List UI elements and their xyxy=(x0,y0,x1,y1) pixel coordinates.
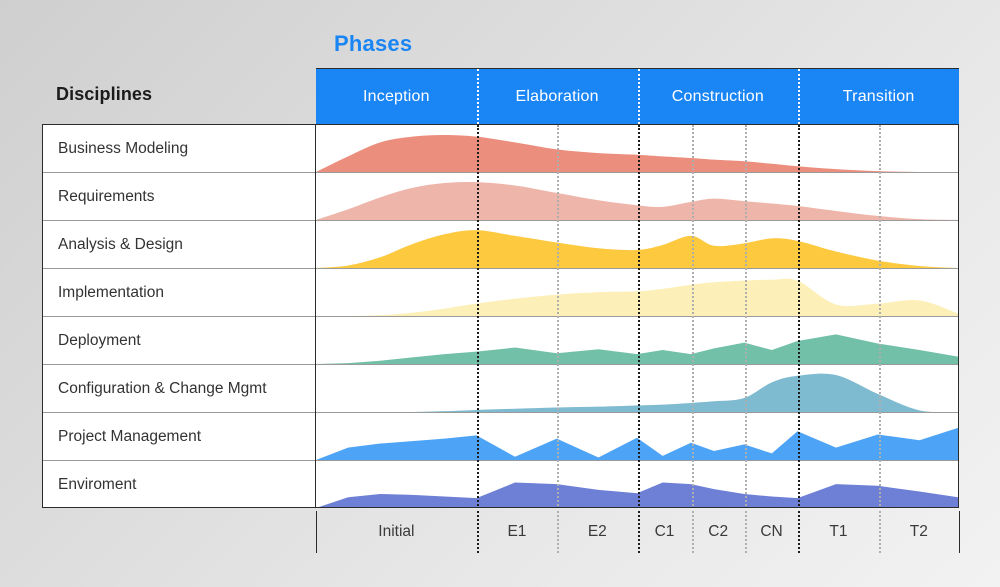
area-curve-business-modeling xyxy=(316,134,958,172)
phase-label: Transition xyxy=(842,87,915,105)
curve-row-enviroment xyxy=(316,461,958,507)
area-path xyxy=(316,278,958,316)
axis-iteration-tick xyxy=(744,511,747,553)
phase-label: Construction xyxy=(671,87,764,105)
axis-iteration-tick xyxy=(878,511,881,553)
iteration-label-e2[interactable]: E2 xyxy=(557,509,637,555)
area-curve-deployment xyxy=(316,334,958,364)
discipline-label-column: Business Modeling Requirements Analysis … xyxy=(42,124,316,508)
area-path xyxy=(316,181,958,220)
iteration-label: T1 xyxy=(829,523,848,540)
iteration-label: C2 xyxy=(708,523,729,540)
discipline-row-business-modeling[interactable]: Business Modeling xyxy=(43,125,315,173)
discipline-label: Enviroment xyxy=(58,476,137,493)
iteration-label-t2[interactable]: T2 xyxy=(879,509,959,555)
area-path xyxy=(316,230,958,268)
curve-row-analysis-design xyxy=(316,221,958,269)
area-curve-project-management xyxy=(316,427,958,460)
phase-cell-transition[interactable]: Transition xyxy=(798,69,959,124)
disciplines-title: Disciplines xyxy=(56,84,153,104)
discipline-row-requirements[interactable]: Requirements xyxy=(43,173,315,221)
iteration-label-e1[interactable]: E1 xyxy=(477,509,557,555)
iteration-label: C1 xyxy=(654,523,675,540)
area-path xyxy=(316,134,958,172)
discipline-row-project-management[interactable]: Project Management xyxy=(43,413,315,461)
discipline-row-configuration-change-mgmt[interactable]: Configuration & Change Mgmt xyxy=(43,365,315,413)
axis-edge-line xyxy=(316,511,317,553)
curves-container xyxy=(316,124,959,508)
curve-row-configuration-change-mgmt xyxy=(316,365,958,413)
axis-phase-tick xyxy=(637,511,640,553)
discipline-row-implementation[interactable]: Implementation xyxy=(43,269,315,317)
area-curve-analysis-design xyxy=(316,230,958,268)
area-path xyxy=(319,482,958,507)
phase-cell-elaboration[interactable]: Elaboration xyxy=(476,69,638,124)
phase-cell-construction[interactable]: Construction xyxy=(637,69,799,124)
area-curve-requirements xyxy=(316,181,958,220)
iteration-label: E2 xyxy=(587,523,607,540)
discipline-label: Implementation xyxy=(58,283,164,301)
axis-edge-line xyxy=(959,511,960,553)
discipline-label: Deployment xyxy=(58,331,141,349)
phase-label: Inception xyxy=(363,87,430,105)
phase-header-bar: Inception Elaboration Construction Trans… xyxy=(316,68,959,124)
curve-row-deployment xyxy=(316,317,958,365)
phase-cell-inception[interactable]: Inception xyxy=(316,69,477,124)
iteration-label: T2 xyxy=(909,523,928,540)
iteration-label: E1 xyxy=(507,523,527,540)
area-curve-configuration-change-mgmt xyxy=(316,373,958,412)
area-curve-enviroment xyxy=(319,482,958,507)
area-curve-implementation xyxy=(316,278,958,316)
diagram-table: Business Modeling Requirements Analysis … xyxy=(42,68,959,508)
discipline-row-analysis-design[interactable]: Analysis & Design xyxy=(43,221,315,269)
iteration-label: Initial xyxy=(378,523,415,540)
discipline-label: Project Management xyxy=(58,427,202,445)
curve-row-project-management xyxy=(316,413,958,461)
axis-phase-tick xyxy=(476,511,479,553)
discipline-row-enviroment[interactable]: Enviroment xyxy=(43,461,315,509)
curve-row-implementation xyxy=(316,269,958,317)
iteration-label-c1[interactable]: C1 xyxy=(638,509,692,555)
discipline-label: Requirements xyxy=(58,187,155,205)
phases-title: Phases xyxy=(334,31,413,56)
axis-phase-tick xyxy=(798,511,801,553)
plot-area: Inception Elaboration Construction Trans… xyxy=(316,68,959,508)
area-path xyxy=(316,427,958,460)
curve-row-business-modeling xyxy=(316,125,958,173)
iteration-label-initial[interactable]: Initial xyxy=(316,509,477,555)
iteration-axis: Initial E1 E2 C1 C2 CN T1 T2 xyxy=(316,509,960,555)
iteration-label-cn[interactable]: CN xyxy=(745,509,798,555)
iteration-label-t1[interactable]: T1 xyxy=(798,509,878,555)
area-path xyxy=(316,373,958,412)
phase-label: Elaboration xyxy=(515,87,599,105)
curve-row-requirements xyxy=(316,173,958,221)
discipline-label: Analysis & Design xyxy=(58,235,183,253)
area-path xyxy=(316,334,958,364)
iteration-label-c2[interactable]: C2 xyxy=(692,509,745,555)
axis-iteration-tick xyxy=(557,511,560,553)
discipline-row-deployment[interactable]: Deployment xyxy=(43,317,315,365)
discipline-label: Configuration & Change Mgmt xyxy=(58,379,267,397)
iteration-label: CN xyxy=(760,523,783,540)
discipline-label: Business Modeling xyxy=(58,139,189,157)
axis-iteration-tick xyxy=(691,511,694,553)
